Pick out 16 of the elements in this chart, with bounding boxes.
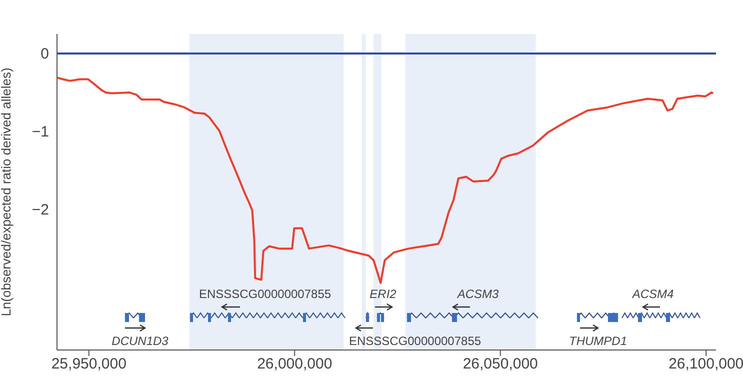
annotation: ENSSSCG00000007855 [348, 334, 482, 348]
annotation: ACSM4 [631, 287, 674, 301]
annotation: ACSM3 [456, 287, 499, 301]
annotation: ENSSSCG00000007855 [198, 287, 332, 301]
x-tick-label: 26,000,000 [257, 356, 332, 373]
annotation: DCUN1D3 [112, 334, 169, 348]
annotation: ERI2 [370, 287, 397, 301]
annotation: THUMPD1 [568, 334, 628, 348]
y-tick-label: 0 [40, 46, 49, 63]
line-series [57, 76, 714, 284]
y-tick-label: −2 [32, 202, 49, 219]
y-axis-title: Ln(observed/expected ratio derived alleles) [0, 68, 14, 316]
x-tick-label: 25,950,000 [51, 356, 126, 373]
x-tick-label: 26,100,000 [668, 356, 743, 373]
y-tick-label: −1 [32, 124, 49, 141]
x-tick-label: 26,050,000 [462, 356, 538, 373]
